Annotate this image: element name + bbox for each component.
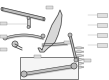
Polygon shape xyxy=(38,10,62,52)
Circle shape xyxy=(21,71,27,77)
Circle shape xyxy=(41,34,45,38)
Bar xyxy=(97,33,107,37)
Circle shape xyxy=(12,41,18,47)
Bar xyxy=(34,54,41,58)
Bar xyxy=(0,48,7,51)
Bar xyxy=(97,13,107,17)
Ellipse shape xyxy=(1,8,3,10)
Circle shape xyxy=(74,58,78,62)
Bar xyxy=(97,23,107,27)
Bar xyxy=(20,57,78,79)
Bar xyxy=(84,58,91,62)
Circle shape xyxy=(3,36,7,40)
Bar xyxy=(64,40,71,44)
Bar xyxy=(46,6,53,9)
Bar xyxy=(27,18,30,27)
Polygon shape xyxy=(69,35,77,60)
Circle shape xyxy=(27,26,30,28)
Ellipse shape xyxy=(43,18,45,20)
Circle shape xyxy=(68,33,72,37)
Circle shape xyxy=(71,63,77,69)
Circle shape xyxy=(27,16,30,20)
Bar xyxy=(0,34,7,38)
Bar xyxy=(97,43,107,47)
Bar xyxy=(0,22,7,25)
